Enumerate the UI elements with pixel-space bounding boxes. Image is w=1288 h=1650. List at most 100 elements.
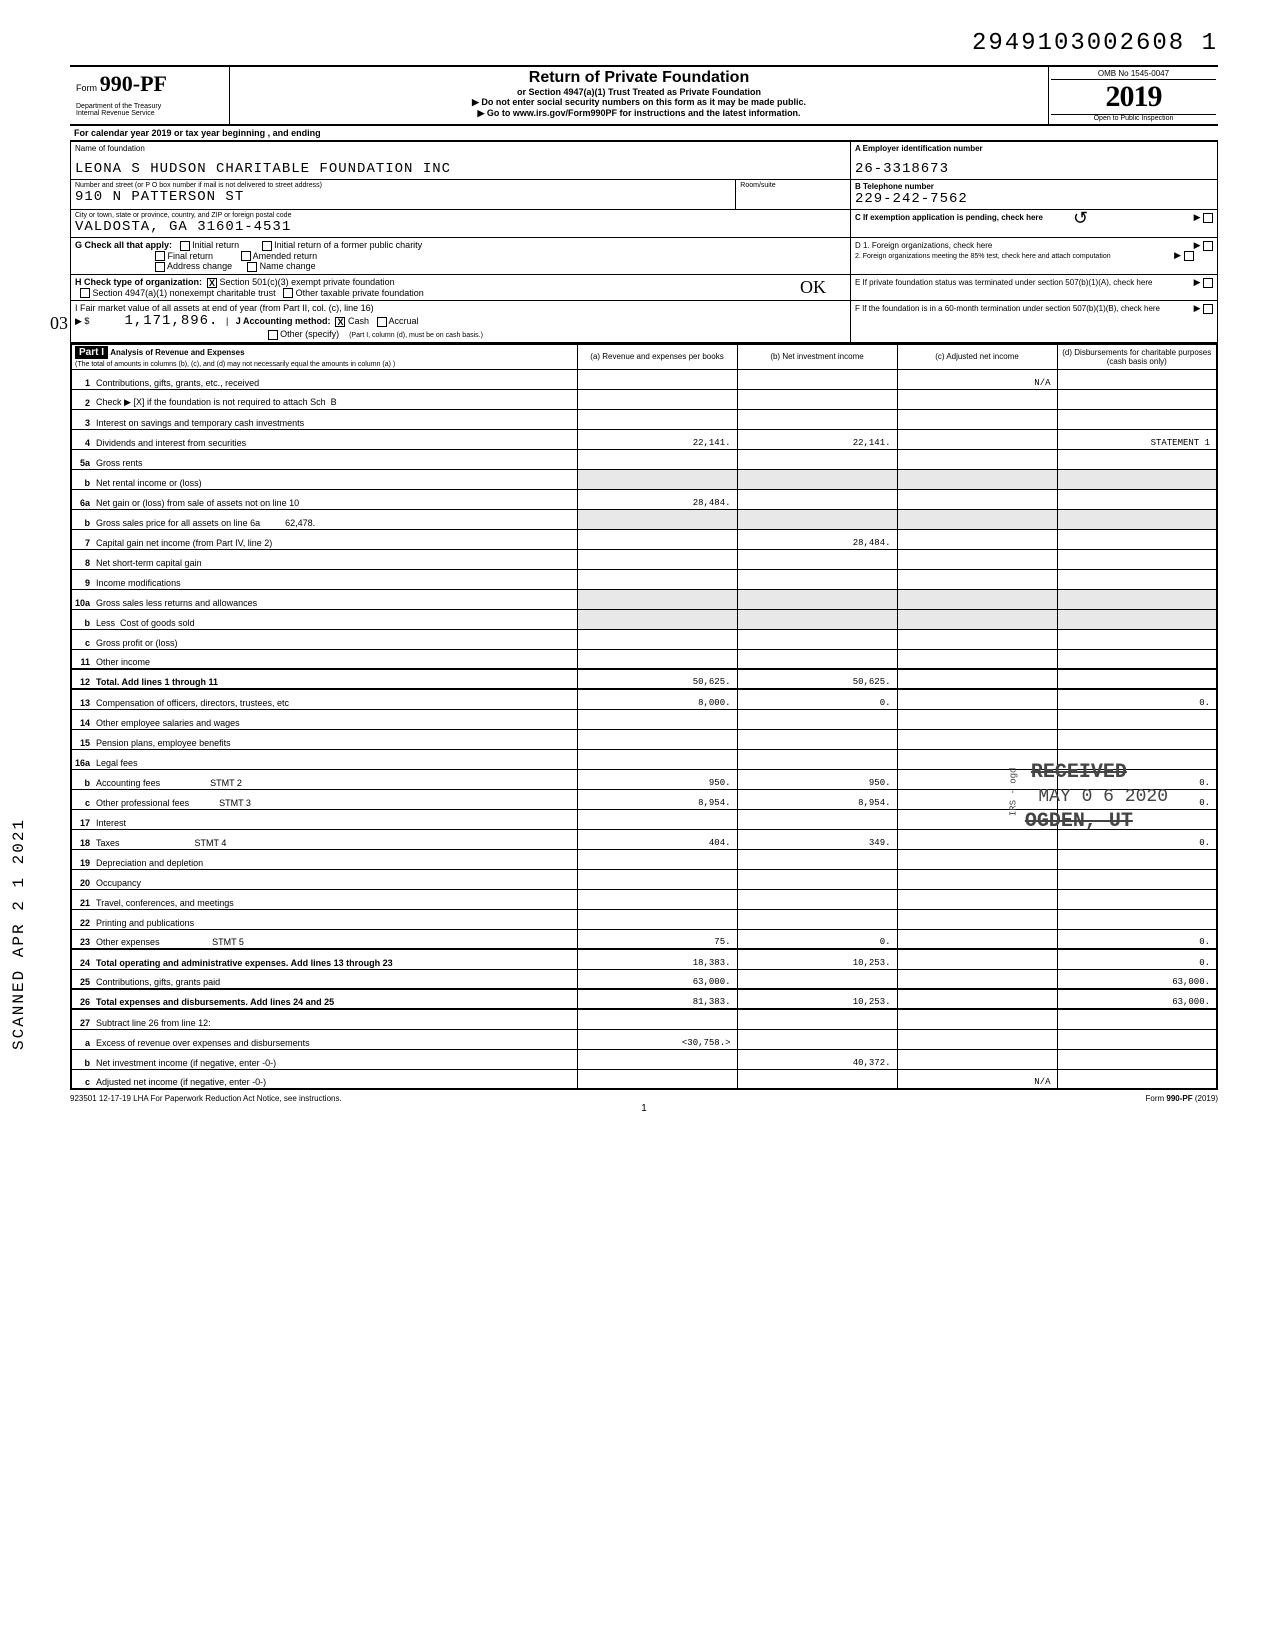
line-l12: 12Total. Add lines 1 through 1150,625.50… bbox=[71, 669, 1217, 689]
line-l20: 20Occupancy bbox=[71, 869, 1217, 889]
line-l4: 4Dividends and interest from securities2… bbox=[71, 429, 1217, 449]
h-other: Other taxable private foundation bbox=[296, 288, 424, 298]
line-l15: 15Pension plans, employee benefits bbox=[71, 729, 1217, 749]
addr-label: Number and street (or P O box number if … bbox=[75, 182, 731, 189]
j-oth-cb[interactable] bbox=[268, 330, 278, 340]
line-l24: 24Total operating and administrative exp… bbox=[71, 949, 1217, 969]
form-header: Form 990-PF Department of the Treasury I… bbox=[70, 65, 1218, 126]
j-oth: Other (specify) bbox=[280, 329, 339, 339]
part1-header: Part I bbox=[75, 346, 108, 359]
part1-note: (The total of amounts in columns (b), (c… bbox=[75, 361, 395, 368]
line-l27: 27Subtract line 26 from line 12: bbox=[71, 1009, 1217, 1029]
footer-left: 923501 12-17-19 LHA For Paperwork Reduct… bbox=[70, 1094, 342, 1103]
line-l26: 26Total expenses and disbursements. Add … bbox=[71, 989, 1217, 1009]
line-l27c: cAdjusted net income (if negative, enter… bbox=[71, 1069, 1217, 1089]
g-final: Final return bbox=[168, 251, 214, 261]
line-l23: 23Other expenses STMT 575.0.0. bbox=[71, 929, 1217, 949]
h-501-cb[interactable]: X bbox=[207, 278, 217, 288]
received-stamp: RECEIVED IRS - ogdMAY 0 6 2020 OGDEN, UT bbox=[990, 760, 1168, 835]
line-l11: 11Other income bbox=[71, 649, 1217, 669]
form-subtitle: or Section 4947(a)(1) Trust Treated as P… bbox=[236, 87, 1042, 97]
footer-right: Form 990-PF (2019) bbox=[1146, 1094, 1218, 1103]
line-l25: 25Contributions, gifts, grants paid63,00… bbox=[71, 969, 1217, 989]
line-l10b: bLess Cost of goods sold bbox=[71, 609, 1217, 629]
form-number: 990-PF bbox=[100, 71, 167, 96]
street-address: 910 N PATTERSON ST bbox=[75, 189, 731, 205]
g-initf-cb[interactable] bbox=[262, 241, 272, 251]
line-l10a: 10aGross sales less returns and allowanc… bbox=[71, 589, 1217, 609]
line-l9: 9Income modifications bbox=[71, 569, 1217, 589]
g-name-cb[interactable] bbox=[247, 262, 257, 272]
ein-label: A Employer identification number bbox=[855, 144, 1213, 153]
page-footer: 923501 12-17-19 LHA For Paperwork Reduct… bbox=[70, 1094, 1218, 1103]
d1-label: D 1. Foreign organizations, check here bbox=[855, 241, 992, 250]
tax-year: 2019 bbox=[1051, 80, 1216, 114]
line-l7: 7Capital gain net income (from Part IV, … bbox=[71, 529, 1217, 549]
col-c-header: (c) Adjusted net income bbox=[897, 344, 1057, 370]
line-l14: 14Other employee salaries and wages bbox=[71, 709, 1217, 729]
e-label: E If private foundation status was termi… bbox=[855, 278, 1152, 287]
city-label: City or town, state or province, country… bbox=[75, 212, 846, 219]
hand-initial: ↺ bbox=[1073, 208, 1088, 229]
i-note: (Part I, column (d), must be on cash bas… bbox=[349, 332, 483, 339]
g-addrch: Address change bbox=[167, 261, 232, 271]
line-l1: 1Contributions, gifts, grants, etc., rec… bbox=[71, 369, 1217, 389]
i-value: 1,171,896. bbox=[124, 313, 218, 329]
identity-block: Name of foundation LEONA S HUDSON CHARIT… bbox=[70, 141, 1218, 343]
f-label: F If the foundation is in a 60-month ter… bbox=[855, 304, 1160, 313]
h-other-cb[interactable] bbox=[283, 288, 293, 298]
g-label: G Check all that apply: bbox=[75, 240, 172, 250]
part1-title: Analysis of Revenue and Expenses bbox=[110, 348, 244, 357]
f-cb[interactable] bbox=[1203, 304, 1213, 314]
form-warning: ▶ Do not enter social security numbers o… bbox=[236, 97, 1042, 108]
g-namech: Name change bbox=[260, 261, 316, 271]
g-amend: Amended return bbox=[253, 251, 318, 261]
col-d-header: (d) Disbursements for charitable purpose… bbox=[1057, 344, 1217, 370]
j-acc: Accrual bbox=[389, 316, 419, 326]
h-4947: Section 4947(a)(1) nonexempt charitable … bbox=[93, 288, 276, 298]
g-amend-cb[interactable] bbox=[241, 251, 251, 261]
h-4947-cb[interactable] bbox=[80, 288, 90, 298]
room-label: Room/suite bbox=[740, 182, 846, 189]
hand-03: 03 bbox=[50, 313, 68, 334]
c-checkbox[interactable] bbox=[1203, 213, 1213, 223]
part1-table: Part I Analysis of Revenue and Expenses … bbox=[70, 343, 1218, 1091]
line-l6a: 6aNet gain or (loss) from sale of assets… bbox=[71, 489, 1217, 509]
line-l10c: cGross profit or (loss) bbox=[71, 629, 1217, 649]
d2-cb[interactable] bbox=[1184, 251, 1194, 261]
g-final-cb[interactable] bbox=[155, 251, 165, 261]
line-l27b: bNet investment income (if negative, ent… bbox=[71, 1049, 1217, 1069]
g-addr-cb[interactable] bbox=[155, 262, 165, 272]
line-l21: 21Travel, conferences, and meetings bbox=[71, 889, 1217, 909]
e-cb[interactable] bbox=[1203, 278, 1213, 288]
c-label: C If exemption application is pending, c… bbox=[855, 213, 1043, 222]
h-label: H Check type of organization: bbox=[75, 277, 202, 287]
j-cash: Cash bbox=[348, 316, 369, 326]
line-l6b: bGross sales price for all assets on lin… bbox=[71, 509, 1217, 529]
received-date: IRS - ogdMAY 0 6 2020 bbox=[990, 786, 1168, 809]
d2-label: 2. Foreign organizations meeting the 85%… bbox=[855, 253, 1111, 260]
phone-value: 229-242-7562 bbox=[855, 191, 1213, 207]
j-cash-cb[interactable]: X bbox=[335, 317, 345, 327]
j-label: J Accounting method: bbox=[236, 316, 331, 326]
scanned-stamp: SCANNED APR 2 1 2021 bbox=[10, 818, 28, 1050]
line-l3: 3Interest on savings and temporary cash … bbox=[71, 409, 1217, 429]
line-l19: 19Depreciation and depletion bbox=[71, 849, 1217, 869]
line-l5a: 5aGross rents bbox=[71, 449, 1217, 469]
calendar-line: For calendar year 2019 or tax year begin… bbox=[74, 128, 321, 138]
g-initial: Initial return bbox=[192, 240, 239, 250]
line-l13: 13Compensation of officers, directors, t… bbox=[71, 689, 1217, 709]
line-l27a: aExcess of revenue over expenses and dis… bbox=[71, 1029, 1217, 1049]
g-initial-cb[interactable] bbox=[180, 241, 190, 251]
col-b-header: (b) Net investment income bbox=[737, 344, 897, 370]
j-acc-cb[interactable] bbox=[377, 317, 387, 327]
omb-number: OMB No 1545-0047 bbox=[1051, 69, 1216, 80]
d1-cb[interactable] bbox=[1203, 241, 1213, 251]
dept-label: Department of the Treasury Internal Reve… bbox=[76, 103, 223, 117]
form-goto: ▶ Go to www.irs.gov/Form990PF for instru… bbox=[236, 108, 1042, 119]
g-initf: Initial return of a former public charit… bbox=[274, 240, 422, 250]
hand-ok: OK bbox=[800, 277, 826, 298]
foundation-name: LEONA S HUDSON CHARITABLE FOUNDATION INC bbox=[75, 161, 846, 177]
h-501: Section 501(c)(3) exempt private foundat… bbox=[220, 277, 395, 287]
name-label: Name of foundation bbox=[75, 144, 846, 153]
